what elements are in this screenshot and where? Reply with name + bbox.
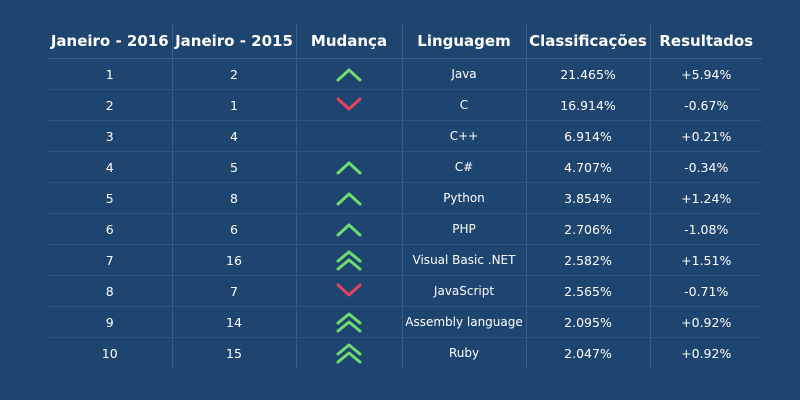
chevron-up-icon: [336, 223, 362, 237]
rank-2016-cell: 7: [48, 244, 172, 276]
table-row: 7 16 Visual Basic .NET 2.582% +1.51%: [48, 244, 762, 276]
rank-2015-cell: 7: [171, 275, 296, 307]
rank-2015-cell: 8: [171, 182, 296, 214]
double-chevron-up-icon: [336, 312, 362, 333]
change-cell: [295, 244, 402, 276]
result-cell: -0.67%: [649, 89, 762, 121]
header-jan-2016: Janeiro - 2016: [48, 24, 172, 59]
chevron-up-icon: [336, 192, 362, 206]
rating-cell: 16.914%: [525, 89, 650, 121]
rank-2016-cell: 10: [101, 345, 118, 361]
change-cell: [295, 151, 402, 183]
rating-cell: 2.047%: [525, 337, 650, 368]
rank-2016-cell: 1: [48, 58, 172, 90]
rank-2015-cell: 4: [171, 120, 296, 152]
rating-cell: 3.854%: [525, 182, 650, 214]
table-row: 1 2 Java 21.465% +5.94%: [48, 58, 762, 90]
header-jan-2015: Janeiro - 2015: [171, 24, 296, 59]
chevron-up-icon: [336, 68, 362, 82]
rank-2015-cell: 2: [171, 58, 296, 90]
change-cell: [295, 213, 402, 245]
language-cell: JavaScript: [401, 275, 526, 307]
header-change: Mudança: [295, 24, 402, 59]
rank-2015-cell: 5: [171, 151, 296, 183]
table-row: 4 5 C# 4.707% -0.34%: [48, 151, 762, 183]
language-cell: PHP: [401, 213, 526, 245]
result-cell: +1.51%: [649, 244, 762, 276]
result-cell: +5.94%: [649, 58, 762, 90]
rating-cell: 2.706%: [525, 213, 650, 245]
rating-cell: 2.582%: [525, 244, 650, 276]
rank-2016-cell: 9: [48, 306, 172, 338]
language-cell: C#: [401, 151, 526, 183]
language-cell: C++: [401, 120, 526, 152]
table-row: 10 15 Ruby 2.047% +0.92%: [48, 337, 762, 368]
rank-2016-cell: 3: [48, 120, 172, 152]
change-cell: [295, 58, 402, 90]
change-cell: [295, 89, 402, 121]
rating-cell: 6.914%: [525, 120, 650, 152]
table-row: 9 14 Assembly language 2.095% +0.92%: [48, 306, 762, 338]
rank-2016-cell: 5: [48, 182, 172, 214]
language-cell: Visual Basic .NET: [401, 244, 526, 276]
change-cell: [295, 182, 402, 214]
language-ranking-table: Janeiro - 2016 Janeiro - 2015 Mudança Li…: [48, 24, 762, 368]
result-cell: +1.24%: [649, 182, 762, 214]
rank-2016-cell: 2: [48, 89, 172, 121]
rating-cell: 2.565%: [525, 275, 650, 307]
header-language: Linguagem: [401, 24, 526, 59]
rating-cell: 4.707%: [525, 151, 650, 183]
rank-2016-cell: 8: [48, 275, 172, 307]
language-cell: C: [401, 89, 526, 121]
table-row: 8 7 JavaScript 2.565% -0.71%: [48, 275, 762, 307]
table-row: 2 1 C 16.914% -0.67%: [48, 89, 762, 121]
header-ratings: Classificações: [525, 24, 650, 59]
rank-2016-cell: 6: [48, 213, 172, 245]
double-chevron-up-icon: [336, 343, 362, 364]
chevron-up-icon: [336, 161, 362, 175]
result-cell: -0.34%: [649, 151, 762, 183]
change-cell: [295, 275, 402, 307]
language-cell: Java: [401, 58, 526, 90]
change-cell: [295, 337, 402, 368]
result-cell: +0.92%: [649, 337, 762, 368]
chevron-down-icon: [336, 97, 362, 111]
rank-2015-cell: 6: [171, 213, 296, 245]
rating-cell: 2.095%: [525, 306, 650, 338]
rank-2016-cell: 4: [48, 151, 172, 183]
ranking-table-container: Janeiro - 2016 Janeiro - 2015 Mudança Li…: [48, 24, 762, 368]
table-header-row: Janeiro - 2016 Janeiro - 2015 Mudança Li…: [48, 24, 762, 59]
change-cell: [295, 120, 402, 152]
rank-2015-cell: 14: [171, 306, 296, 338]
result-cell: +0.92%: [649, 306, 762, 338]
table-row: 3 4 C++ 6.914% +0.21%: [48, 120, 762, 152]
result-cell: -1.08%: [649, 213, 762, 245]
table-row: 5 8 Python 3.854% +1.24%: [48, 182, 762, 214]
rank-2015-cell: 1: [171, 89, 296, 121]
result-cell: -0.71%: [649, 275, 762, 307]
table-row: 6 6 PHP 2.706% -1.08%: [48, 213, 762, 245]
language-cell: Assembly language: [401, 306, 526, 338]
double-chevron-up-icon: [336, 250, 362, 271]
header-results: Resultados: [649, 24, 762, 59]
rank-2015-cell: 15: [171, 337, 296, 368]
chevron-down-icon: [336, 283, 362, 297]
result-cell: +0.21%: [649, 120, 762, 152]
language-cell: Ruby: [401, 337, 526, 368]
rank-2015-cell: 16: [171, 244, 296, 276]
rating-cell: 21.465%: [525, 58, 650, 90]
language-cell: Python: [401, 182, 526, 214]
change-cell: [295, 306, 402, 338]
